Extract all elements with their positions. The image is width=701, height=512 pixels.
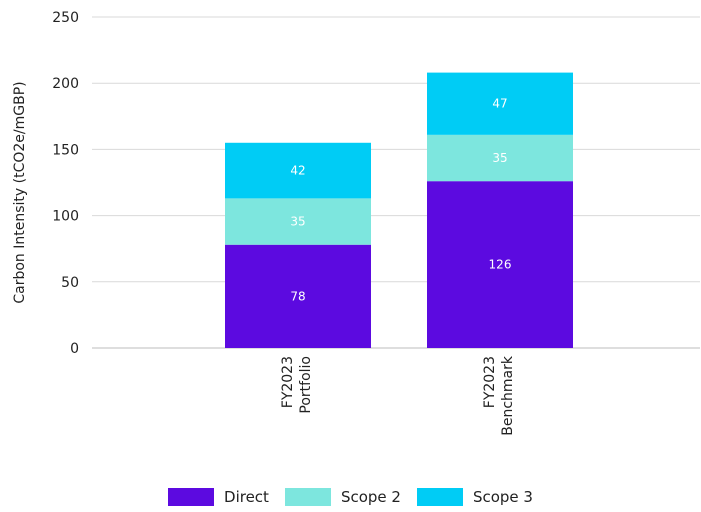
y-tick-label: 200 — [52, 76, 79, 92]
legend: Direct Scope 2 Scope 3 — [0, 488, 701, 506]
legend-item: Scope 3 — [416, 488, 533, 506]
category-label: FY2023 Portfolio — [280, 356, 314, 414]
data-label: 35 — [290, 215, 305, 229]
y-tick-label: 250 — [52, 10, 79, 26]
legend-label: Scope 2 — [340, 488, 401, 506]
bar-segment — [225, 244, 371, 348]
x-axis-categories: FY2023 Portfolio FY2023 Benchmark — [280, 355, 516, 436]
category-label-line: Benchmark — [500, 355, 516, 436]
y-axis-ticks: 0 50 100 150 200 250 — [52, 10, 79, 357]
category-label-line: FY2023 — [280, 356, 296, 408]
y-tick-label: 50 — [61, 275, 79, 291]
y-tick-label: 100 — [52, 209, 79, 225]
data-label: 42 — [290, 164, 305, 178]
category-label-line: FY2023 — [482, 356, 498, 408]
legend-label: Direct — [224, 488, 269, 506]
bars: 78 35 42 126 35 47 — [225, 72, 573, 348]
bar-segment — [225, 142, 371, 199]
y-tick-label: 0 — [70, 341, 79, 357]
data-label: 126 — [489, 258, 512, 272]
category-label-line: Portfolio — [298, 356, 314, 414]
legend-swatch — [284, 488, 331, 506]
data-label: 47 — [492, 97, 507, 111]
legend-label: Scope 3 — [472, 488, 533, 506]
legend-swatch — [416, 488, 463, 506]
gridlines — [92, 16, 700, 349]
bar-segment — [427, 181, 573, 348]
y-tick-label: 150 — [52, 142, 79, 158]
legend-swatch — [168, 488, 215, 506]
legend-item: Scope 2 — [284, 488, 401, 506]
data-label: 78 — [290, 289, 305, 303]
y-axis-label: Carbon Intensity (tCO2e/mGBP) — [12, 81, 28, 303]
legend-item: Direct — [168, 488, 269, 506]
category-label: FY2023 Benchmark — [482, 355, 516, 436]
bar-segment — [427, 134, 573, 182]
bar-segment — [225, 198, 371, 245]
data-label: 35 — [492, 151, 507, 165]
bar-segment — [427, 72, 573, 135]
